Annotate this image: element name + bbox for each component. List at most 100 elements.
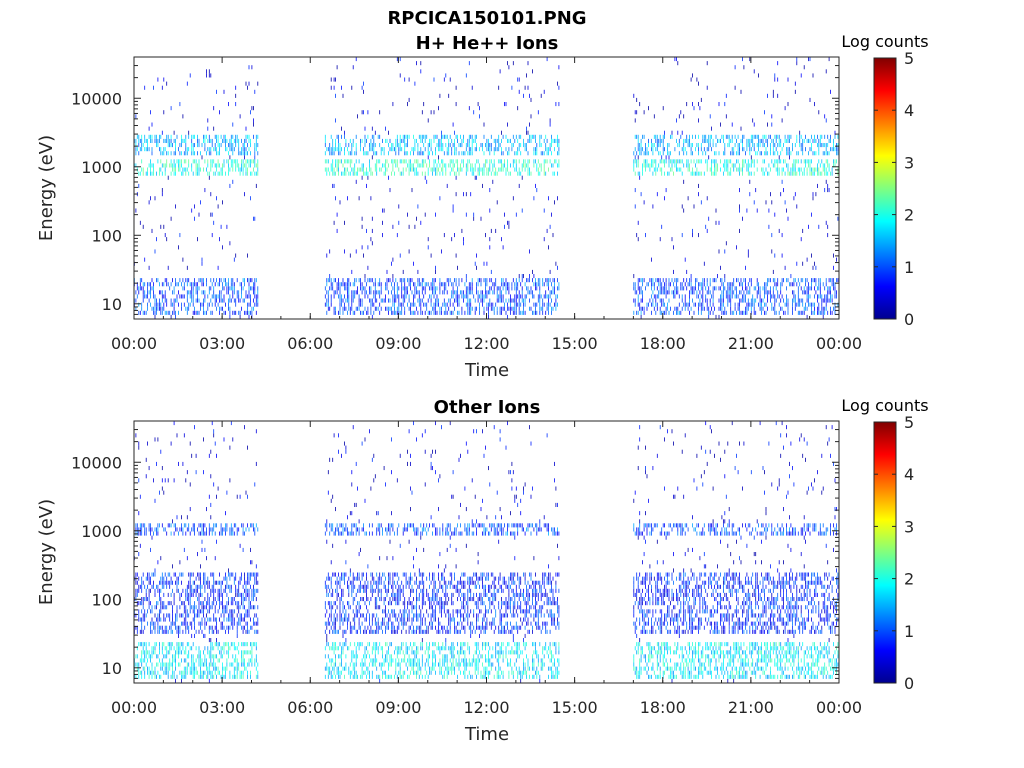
count-pixel [533,163,535,168]
count-pixel [219,110,220,115]
count-pixel [800,167,802,172]
count-pixel [435,265,436,270]
count-pixel [360,310,361,315]
count-pixel [546,302,548,307]
count-pixel [674,147,676,152]
colorbar-tick-label: 1 [904,258,914,277]
count-pixel [793,290,795,295]
count-pixel [662,286,664,291]
count-pixel [172,519,173,524]
count-pixel [555,102,557,107]
count-pixel [141,531,143,536]
count-pixel [790,134,792,139]
count-pixel [229,310,231,315]
count-pixel [250,294,251,299]
count-pixel [698,282,699,287]
count-pixel [210,138,212,143]
count-pixel [809,294,811,299]
count-pixel [135,613,137,618]
count-pixel [527,290,529,295]
count-pixel [510,310,511,315]
count-pixel [399,171,401,176]
count-pixel [548,282,549,287]
count-pixel [502,294,504,299]
count-pixel [201,257,203,262]
count-pixel [159,167,160,172]
count-pixel [164,662,166,667]
count-pixel [214,302,216,307]
count-pixel [430,253,432,258]
count-pixel [380,290,382,295]
count-pixel [543,167,545,172]
count-pixel [745,278,746,283]
count-pixel [405,134,407,139]
count-pixel [410,282,411,287]
count-pixel [676,163,677,168]
count-pixel [673,269,674,274]
count-pixel [489,147,491,152]
count-pixel [504,282,505,287]
count-pixel [558,151,560,156]
count-pixel [775,159,777,164]
count-pixel [802,278,804,283]
count-pixel [777,151,779,156]
count-pixel [388,290,389,295]
count-pixel [370,138,372,143]
count-pixel [686,134,688,139]
count-pixel [828,286,830,291]
count-pixel [640,192,642,197]
count-pixel [653,294,655,299]
count-pixel [720,167,721,172]
count-pixel [665,306,667,311]
count-pixel [747,159,749,164]
count-pixel [200,576,201,581]
count-pixel [543,163,545,168]
count-pixel [339,310,341,315]
count-pixel [764,143,765,148]
count-pixel [445,167,447,172]
count-pixel [186,278,188,283]
count-pixel [731,282,733,287]
count-pixel [417,298,419,303]
count-pixel [371,302,373,307]
count-pixel [239,310,241,315]
count-pixel [186,666,188,671]
count-pixel [526,130,527,135]
count-pixel [706,196,708,201]
count-pixel [689,310,690,315]
count-pixel [207,666,209,671]
count-pixel [157,302,159,307]
count-pixel [201,278,203,283]
count-pixel [515,310,517,315]
count-pixel [548,286,549,291]
count-pixel [191,151,193,156]
count-pixel [723,134,724,139]
count-pixel [551,163,552,168]
y-axis-label: Energy (eV) [36,135,57,241]
count-pixel [192,310,194,315]
count-pixel [521,274,523,279]
count-pixel [828,278,830,283]
count-pixel [676,306,677,311]
count-pixel [228,278,229,283]
count-pixel [141,576,143,581]
count-pixel [767,282,768,287]
count-pixel [170,646,172,651]
count-pixel [342,278,344,283]
count-pixel [198,629,200,634]
count-pixel [771,302,773,307]
count-pixel [247,310,248,315]
count-pixel [145,597,147,602]
count-pixel [446,278,448,283]
count-pixel [179,572,181,577]
count-pixel [236,134,238,139]
count-pixel [342,282,344,287]
count-pixel [460,134,461,139]
count-pixel [173,130,175,135]
count-pixel [154,314,156,319]
count-pixel [163,617,165,622]
count-pixel [690,77,692,82]
count-pixel [721,278,723,283]
count-pixel [822,310,824,315]
count-pixel [166,650,168,655]
